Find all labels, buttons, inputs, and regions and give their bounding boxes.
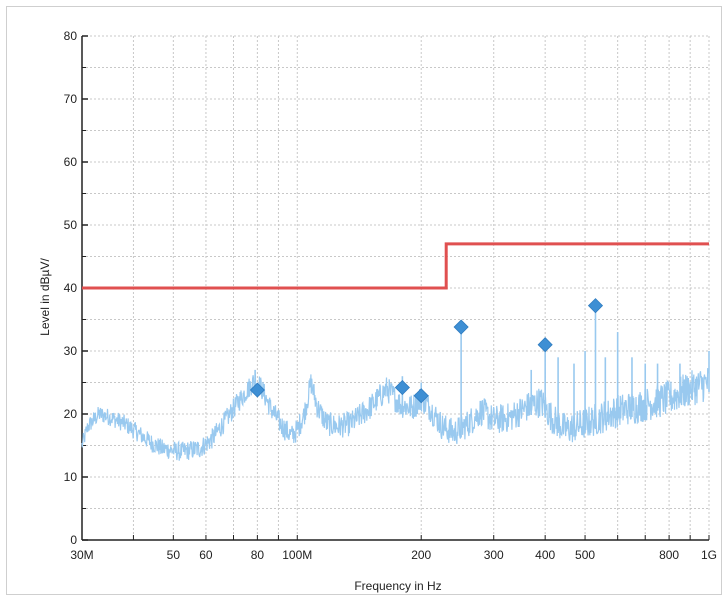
peak-marker xyxy=(587,298,604,314)
peak-marker xyxy=(537,337,553,353)
y-tick-label: 0 xyxy=(70,533,77,547)
x-tick-label: 1G xyxy=(701,548,717,562)
limit-line xyxy=(82,242,709,290)
x-tick-label: 30M xyxy=(70,548,93,562)
spectrum-trace xyxy=(81,368,710,461)
x-tick-label: 500 xyxy=(575,548,595,562)
peak-marker xyxy=(453,319,469,335)
chart-frame: 0 10 20 30 40 50 60 70 80 30M 50 60 80 100M 200 300 400 5… xyxy=(6,6,722,595)
peak-marker xyxy=(249,382,265,398)
x-tick-label: 200 xyxy=(411,548,431,562)
y-tick-label: 10 xyxy=(64,470,78,484)
peak-marker xyxy=(394,379,410,396)
y-tick-label: 30 xyxy=(64,344,78,358)
y-tick-label: 70 xyxy=(64,92,78,106)
y-tick-label: 40 xyxy=(64,281,78,295)
x-axis-label: Frequency in Hz xyxy=(354,579,441,593)
x-tick-label: 800 xyxy=(659,548,679,562)
y-tick-label: 80 xyxy=(64,29,78,43)
y-tick-label: 50 xyxy=(64,218,78,232)
emission-chart: 0 10 20 30 40 50 60 70 80 30M 50 60 80 100M 200 300 400 5… xyxy=(38,29,717,593)
peak-marker xyxy=(413,388,429,404)
x-tick-label: 60 xyxy=(199,548,213,562)
x-tick-label: 300 xyxy=(484,548,504,562)
x-tick-label: 400 xyxy=(535,548,555,562)
y-axis-label: Level in dBµV/ xyxy=(38,258,52,336)
y-tick-label: 20 xyxy=(64,407,78,421)
x-tick-label: 50 xyxy=(167,548,181,562)
x-tick-label: 100M xyxy=(282,548,312,562)
y-tick-label: 60 xyxy=(64,155,78,169)
x-tick-label: 80 xyxy=(251,548,265,562)
